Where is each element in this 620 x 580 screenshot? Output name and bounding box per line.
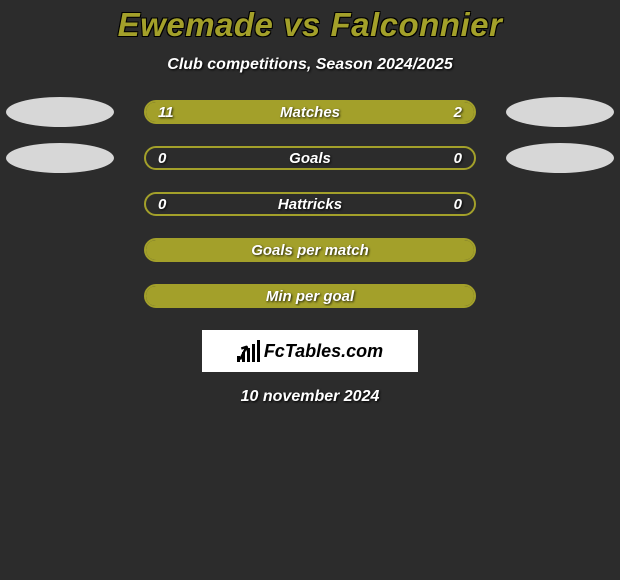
stat-row: Min per goal — [0, 284, 620, 308]
stat-row: 11Matches2 — [0, 100, 620, 124]
page-title: Ewemade vs Falconnier — [0, 6, 620, 44]
player-left-oval — [6, 97, 114, 127]
stat-label: Goals per match — [146, 242, 474, 259]
stat-row: 0Hattricks0 — [0, 192, 620, 216]
stat-label: Min per goal — [146, 288, 474, 305]
comparison-card: Ewemade vs Falconnier Club competitions,… — [0, 0, 620, 406]
stat-label: Matches — [146, 104, 474, 121]
stat-value-right: 0 — [454, 196, 462, 213]
stat-label: Goals — [146, 150, 474, 167]
stat-value-right: 2 — [454, 104, 462, 121]
stat-row: Goals per match — [0, 238, 620, 262]
bars-container: 11Matches20Goals00Hattricks0Goals per ma… — [0, 100, 620, 308]
stat-bar: Goals per match — [144, 238, 476, 262]
stat-bar: Min per goal — [144, 284, 476, 308]
player-left-oval — [6, 143, 114, 173]
badge-text: FcTables.com — [264, 341, 383, 362]
source-badge: ↗ FcTables.com — [202, 330, 418, 372]
bar-chart-icon: ↗ — [237, 340, 260, 362]
player-right-oval — [506, 143, 614, 173]
date-label: 10 november 2024 — [0, 388, 620, 406]
stat-row: 0Goals0 — [0, 146, 620, 170]
player-right-oval — [506, 97, 614, 127]
subtitle: Club competitions, Season 2024/2025 — [0, 56, 620, 74]
stat-bar: 0Hattricks0 — [144, 192, 476, 216]
stat-bar: 0Goals0 — [144, 146, 476, 170]
stat-value-right: 0 — [454, 150, 462, 167]
stat-bar: 11Matches2 — [144, 100, 476, 124]
stat-label: Hattricks — [146, 196, 474, 213]
